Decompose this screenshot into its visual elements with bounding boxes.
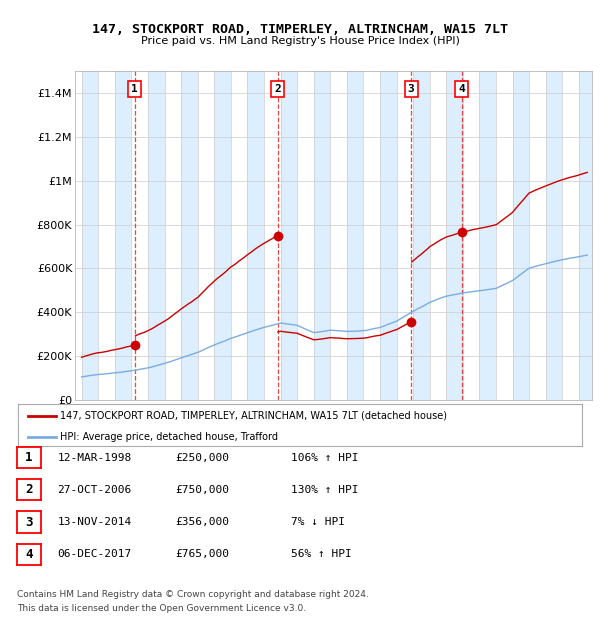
- Text: HPI: Average price, detached house, Trafford: HPI: Average price, detached house, Traf…: [60, 432, 278, 442]
- Text: £250,000: £250,000: [175, 453, 229, 463]
- Text: 56% ↑ HPI: 56% ↑ HPI: [291, 549, 352, 559]
- Text: £750,000: £750,000: [175, 485, 229, 495]
- Text: 1: 1: [25, 451, 32, 464]
- Text: 27-OCT-2006: 27-OCT-2006: [58, 485, 132, 495]
- Text: 4: 4: [25, 548, 32, 560]
- Bar: [479, 71, 496, 400]
- Text: £765,000: £765,000: [175, 549, 229, 559]
- Bar: [413, 71, 430, 400]
- Text: 2: 2: [274, 84, 281, 94]
- Text: 3: 3: [25, 516, 32, 528]
- Text: This data is licensed under the Open Government Licence v3.0.: This data is licensed under the Open Gov…: [17, 603, 306, 613]
- Bar: [181, 71, 197, 400]
- Text: Price paid vs. HM Land Registry's House Price Index (HPI): Price paid vs. HM Land Registry's House …: [140, 36, 460, 46]
- Bar: [546, 71, 562, 400]
- Text: 12-MAR-1998: 12-MAR-1998: [58, 453, 132, 463]
- Text: 06-DEC-2017: 06-DEC-2017: [58, 549, 132, 559]
- Bar: [380, 71, 397, 400]
- Bar: [148, 71, 164, 400]
- Text: 4: 4: [458, 84, 465, 94]
- Bar: [314, 71, 330, 400]
- Text: £356,000: £356,000: [175, 517, 229, 527]
- Bar: [247, 71, 264, 400]
- Bar: [82, 71, 98, 400]
- Text: 147, STOCKPORT ROAD, TIMPERLEY, ALTRINCHAM, WA15 7LT (detached house): 147, STOCKPORT ROAD, TIMPERLEY, ALTRINCH…: [60, 410, 448, 420]
- Bar: [446, 71, 463, 400]
- Bar: [115, 71, 131, 400]
- Bar: [281, 71, 297, 400]
- Text: 147, STOCKPORT ROAD, TIMPERLEY, ALTRINCHAM, WA15 7LT: 147, STOCKPORT ROAD, TIMPERLEY, ALTRINCH…: [92, 23, 508, 36]
- Bar: [512, 71, 529, 400]
- Text: 3: 3: [407, 84, 415, 94]
- Bar: [579, 71, 596, 400]
- Text: 2: 2: [25, 484, 32, 496]
- Bar: [347, 71, 364, 400]
- Text: 13-NOV-2014: 13-NOV-2014: [58, 517, 132, 527]
- Text: 1: 1: [131, 84, 138, 94]
- Text: 106% ↑ HPI: 106% ↑ HPI: [291, 453, 359, 463]
- Text: 7% ↓ HPI: 7% ↓ HPI: [291, 517, 345, 527]
- Text: Contains HM Land Registry data © Crown copyright and database right 2024.: Contains HM Land Registry data © Crown c…: [17, 590, 368, 599]
- Text: 130% ↑ HPI: 130% ↑ HPI: [291, 485, 359, 495]
- Bar: [214, 71, 231, 400]
